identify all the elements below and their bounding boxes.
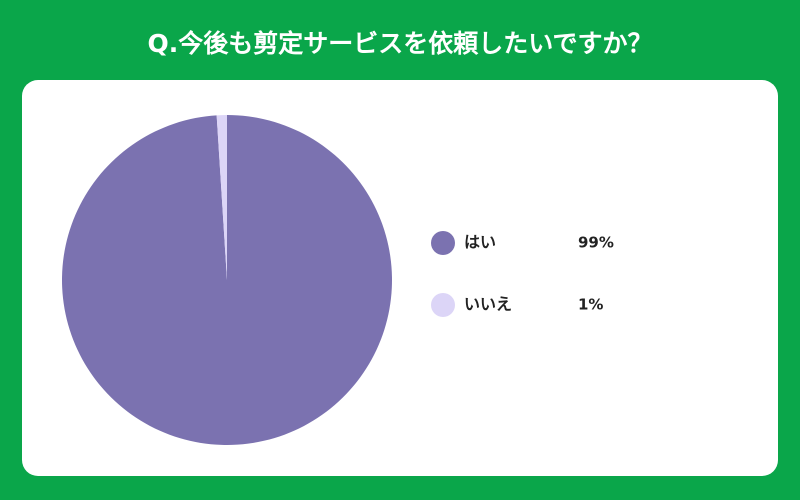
value-label: 99% (578, 234, 614, 252)
chart-title: Q.今後も剪定サービスを依頼したいですか？ (147, 29, 652, 58)
legend-swatch (431, 293, 455, 317)
legend-swatch (431, 231, 455, 255)
legend-label: いいえ (464, 295, 512, 314)
pie-slice (61, 115, 392, 446)
legend-label: はい (464, 233, 496, 252)
pie-slice (216, 115, 227, 280)
value-label: 1% (578, 296, 603, 314)
